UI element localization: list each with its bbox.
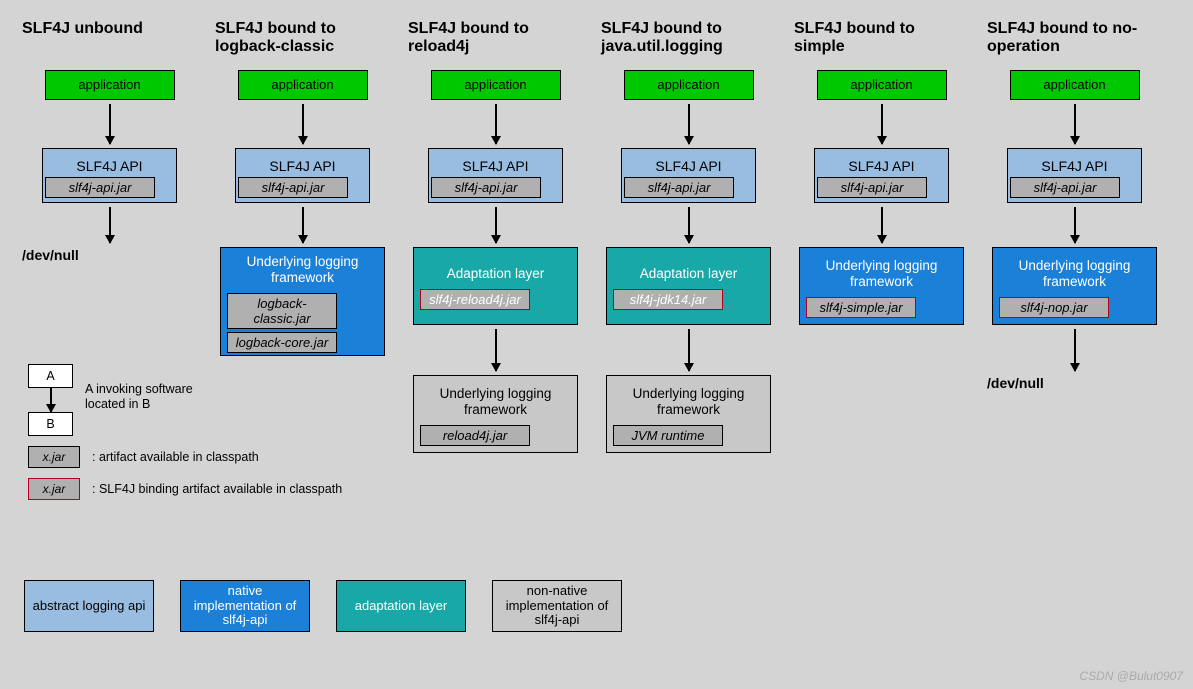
layer-box-native: Underlying logging framework slf4j-simpl… [799,247,964,325]
api-jar: slf4j-api.jar [238,177,348,198]
legend-jar-red-text: : SLF4J binding artifact available in cl… [92,482,342,497]
arrow-icon [1074,104,1075,144]
api-jar: slf4j-api.jar [1010,177,1120,198]
column-title: SLF4J bound to java.util.logging [601,20,776,60]
layer-jar: slf4j-jdk14.jar [613,289,723,310]
arrow-icon [302,104,303,144]
color-legend: abstract logging api native implementatio… [24,580,622,632]
column-title: SLF4J unbound [22,20,197,60]
column-title: SLF4J bound to simple [794,20,969,60]
legend-jar-plain: x.jar [28,446,80,468]
legend-jar-red: x.jar [28,478,80,500]
binding-column: SLF4J bound to no-operation application … [987,20,1162,453]
application-box: application [624,70,754,100]
legend-box-a: A [28,364,73,388]
arrow-icon [109,104,110,144]
arrow-icon [302,207,303,243]
layer-jar: slf4j-reload4j.jar [420,289,530,310]
application-box: application [238,70,368,100]
application-box: application [431,70,561,100]
layer-box-nonnative: Underlying logging framework JVM runtime [606,375,771,453]
column-title: SLF4J bound to logback-classic [215,20,390,60]
legend-area: A B A invoking software located in B x.j… [28,364,588,510]
layer-title: Underlying logging framework [609,386,768,422]
layer-jar: slf4j-simple.jar [806,297,916,318]
arrow-icon [1074,329,1075,371]
legend-jar-plain-text: : artifact available in classpath [92,450,259,465]
layer-jar: logback-classic.jar [227,293,337,329]
terminal-label: /dev/null [22,247,197,263]
application-box: application [45,70,175,100]
layer-title: Underlying logging framework [995,258,1154,294]
binding-column: SLF4J bound to simple application SLF4J … [794,20,969,453]
binding-column: SLF4J bound to java.util.logging applica… [601,20,776,453]
legend-ab-text: A invoking software located in B [85,364,205,412]
column-title: SLF4J bound to no-operation [987,20,1162,60]
layer-title: Adaptation layer [635,266,743,286]
api-label: SLF4J API [269,158,335,174]
color-legend-box: native implementation of slf4j-api [180,580,310,632]
slf4j-api-box: SLF4J API slf4j-api.jar [42,148,177,203]
layer-title: Underlying logging framework [223,254,382,290]
layer-box-native: Underlying logging framework logback-cla… [220,247,385,356]
layer-title: Adaptation layer [442,266,550,286]
application-box: application [1010,70,1140,100]
color-legend-box: non-native implementation of slf4j-api [492,580,622,632]
api-jar: slf4j-api.jar [624,177,734,198]
layer-box-native: Underlying logging framework slf4j-nop.j… [992,247,1157,325]
layer-title: Underlying logging framework [802,258,961,294]
api-jar: slf4j-api.jar [431,177,541,198]
arrow-icon [688,104,689,144]
slf4j-api-box: SLF4J API slf4j-api.jar [621,148,756,203]
legend-ab-diagram: A B [28,364,73,436]
legend-box-b: B [28,412,73,436]
api-jar: slf4j-api.jar [45,177,155,198]
arrow-icon [688,329,689,371]
slf4j-api-box: SLF4J API slf4j-api.jar [235,148,370,203]
api-label: SLF4J API [76,158,142,174]
arrow-icon [495,207,496,243]
arrow-icon [109,207,110,243]
layer-box-adapt: Adaptation layer slf4j-reload4j.jar [413,247,578,325]
slf4j-api-box: SLF4J API slf4j-api.jar [1007,148,1142,203]
arrow-icon [495,104,496,144]
api-jar: slf4j-api.jar [817,177,927,198]
column-title: SLF4J bound to reload4j [408,20,583,60]
api-label: SLF4J API [655,158,721,174]
api-label: SLF4J API [462,158,528,174]
watermark: CSDN @Bulut0907 [1079,669,1183,683]
layer-box-adapt: Adaptation layer slf4j-jdk14.jar [606,247,771,325]
api-label: SLF4J API [1041,158,1107,174]
api-label: SLF4J API [848,158,914,174]
layer-jar: slf4j-nop.jar [999,297,1109,318]
arrow-icon [881,104,882,144]
arrow-icon [688,207,689,243]
arrow-icon [1074,207,1075,243]
arrow-icon [881,207,882,243]
slf4j-api-box: SLF4J API slf4j-api.jar [814,148,949,203]
application-box: application [817,70,947,100]
slf4j-api-box: SLF4J API slf4j-api.jar [428,148,563,203]
color-legend-box: abstract logging api [24,580,154,632]
layer-jar: JVM runtime [613,425,723,446]
color-legend-box: adaptation layer [336,580,466,632]
terminal-label: /dev/null [987,375,1162,391]
layer-jar: logback-core.jar [227,332,337,353]
